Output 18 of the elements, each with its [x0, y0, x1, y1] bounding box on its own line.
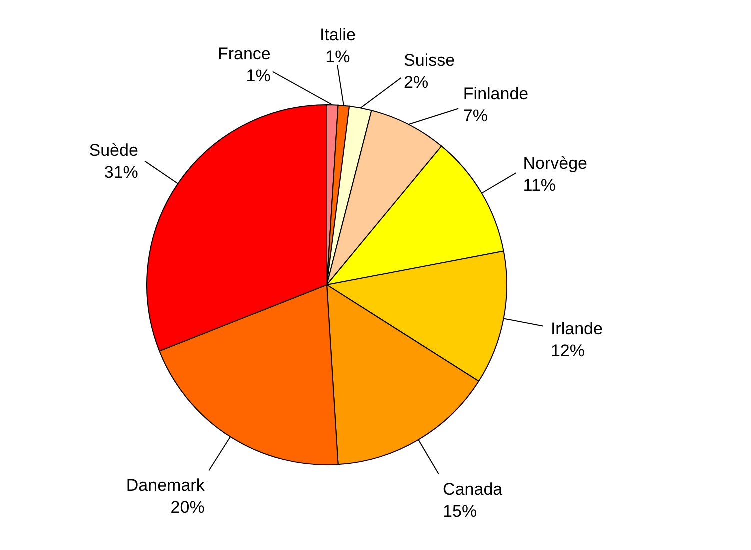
slice-label: Danemark [126, 476, 206, 495]
slice-label: Norvège [523, 154, 588, 173]
slice-label: Finlande [463, 84, 529, 104]
data-label: 12% [550, 342, 585, 361]
data-label: 1% [246, 66, 271, 86]
data-label: 31% [104, 163, 138, 182]
slice-label: Canada [443, 480, 504, 499]
data-label: 1% [326, 47, 350, 66]
slice-label: Italie [320, 25, 356, 44]
slice-label: Suisse [404, 51, 456, 70]
data-label: 15% [443, 502, 478, 521]
data-label: 20% [170, 498, 205, 517]
slice-label: Irlande [550, 320, 603, 339]
slice-label: France [218, 44, 271, 64]
data-label: 7% [463, 106, 488, 126]
slice-label: Suède [89, 141, 138, 160]
data-label: 11% [523, 176, 556, 195]
data-label: 2% [404, 73, 429, 92]
